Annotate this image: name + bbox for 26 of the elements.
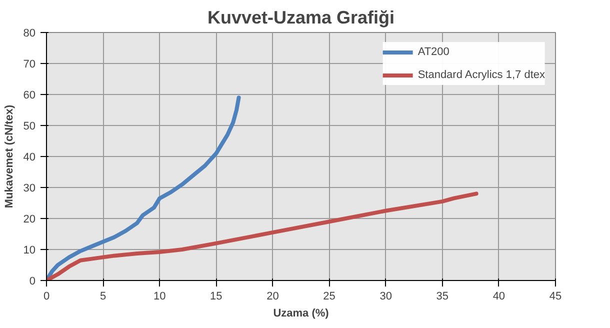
y-tick-label: 40 (23, 152, 36, 164)
y-tick-label: 80 (23, 28, 36, 40)
y-tick-label: 50 (23, 120, 36, 132)
chart-title: Kuvvet-Uzama Grafiği (207, 8, 395, 28)
legend-label: Standard Acrylics 1,7 dtex (418, 69, 545, 81)
x-tick-label: 15 (210, 290, 222, 302)
y-tick-label: 30 (23, 182, 36, 194)
line-series (46, 96, 241, 280)
x-tick-label: 35 (436, 290, 449, 302)
x-tick-label: 0 (43, 290, 50, 302)
x-tick-label: 40 (492, 290, 506, 302)
x-tick-label: 25 (323, 290, 336, 302)
y-tick-label: 10 (23, 244, 36, 256)
y-tick-label: 70 (23, 58, 36, 70)
line-series (46, 192, 478, 280)
x-tick-label: 30 (380, 290, 392, 302)
legend-label: AT200 (418, 46, 450, 58)
y-tick-label: 20 (23, 214, 36, 226)
x-tick-label: 5 (100, 290, 106, 302)
x-tick-label: 10 (153, 290, 166, 302)
y-axis-title: Mukavemet (cN/tex) (3, 104, 16, 208)
y-tick-label: 60 (23, 90, 36, 102)
x-tick-label: 45 (549, 290, 562, 302)
x-axis-title: Uzama (%) (273, 308, 330, 320)
x-tick-label: 20 (266, 290, 279, 302)
y-tick-label: 0 (29, 276, 36, 288)
